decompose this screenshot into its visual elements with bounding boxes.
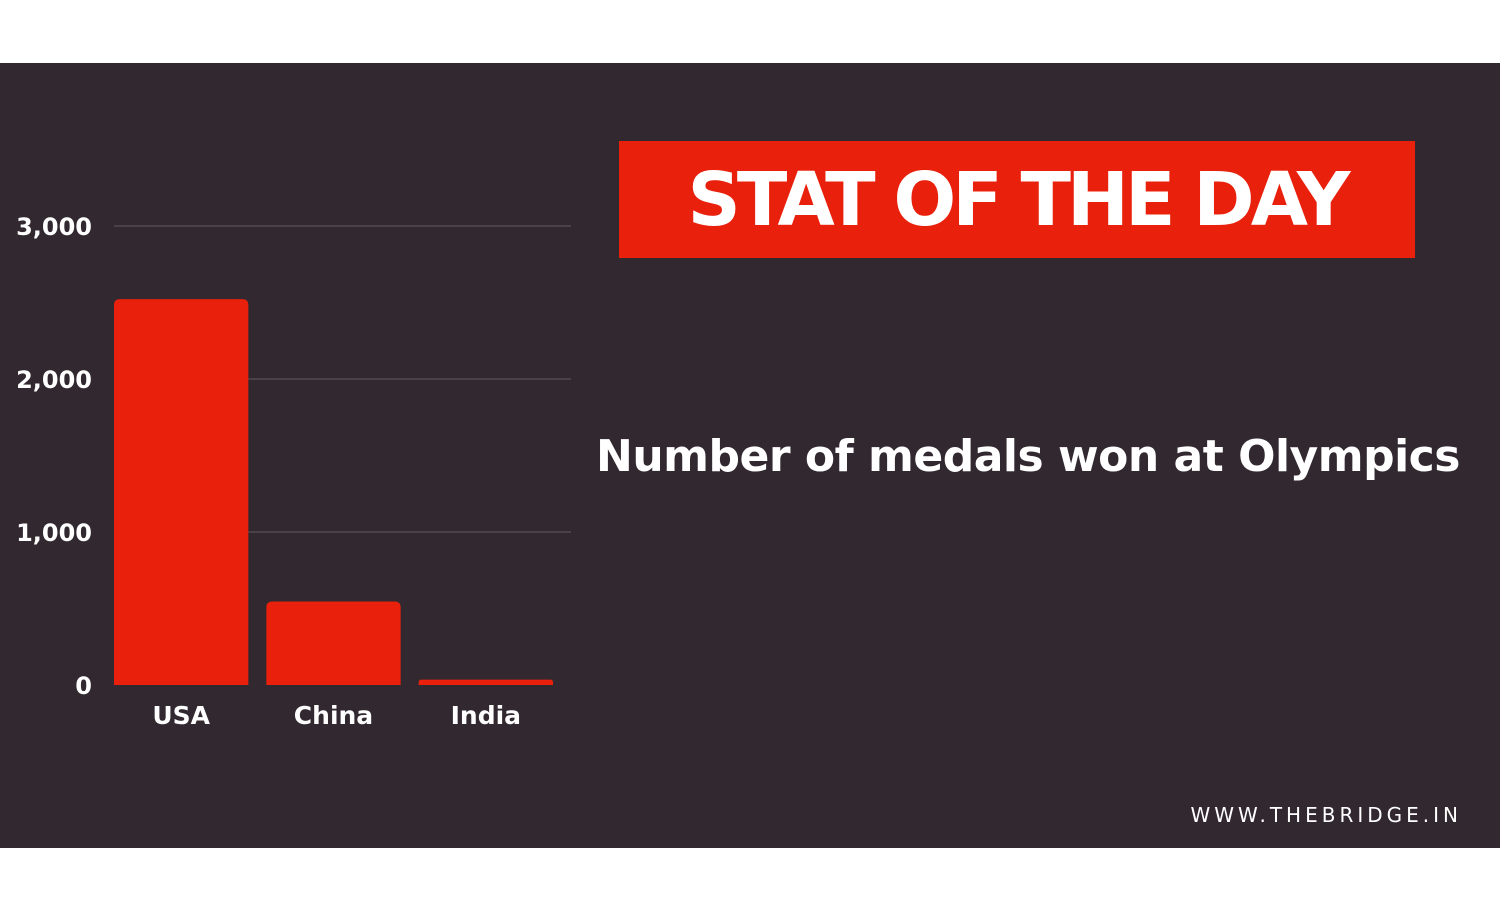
bar-chart: 0 1,000 2,000 3,000 USA China India — [16, 213, 571, 730]
infographic-canvas: 0 1,000 2,000 3,000 USA China India STAT OF T… — [0, 63, 1500, 848]
stat-of-the-day-banner: STAT OF THE DAY — [619, 141, 1415, 258]
bar-india — [418, 679, 553, 685]
category-label-usa: USA — [152, 701, 210, 730]
y-tick-label: 0 — [75, 672, 92, 700]
bar-china — [266, 601, 401, 685]
x-axis-categories: USA China India — [152, 701, 521, 730]
bar-usa — [114, 299, 249, 685]
bars — [114, 299, 553, 685]
y-tick-label: 2,000 — [16, 366, 92, 394]
y-tick-label: 3,000 — [16, 213, 92, 241]
category-label-india: India — [451, 701, 521, 730]
website-link[interactable]: WWW.THEBRIDGE.IN — [1190, 803, 1462, 827]
chart-title: Number of medals won at Olympics — [596, 431, 1460, 482]
y-tick-label: 1,000 — [16, 519, 92, 547]
category-label-china: China — [294, 701, 373, 730]
banner-title: STAT OF THE DAY — [687, 156, 1351, 243]
y-axis-ticks: 0 1,000 2,000 3,000 — [16, 213, 92, 700]
